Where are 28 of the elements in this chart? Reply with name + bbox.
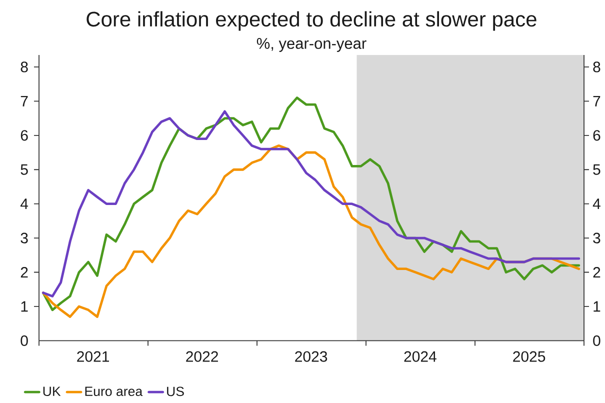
y2-tick-label: 8 xyxy=(593,62,600,72)
y2-tick-label: 1 xyxy=(594,301,600,312)
y-tick-label: 5 xyxy=(20,164,28,175)
y-tick-label: 4 xyxy=(20,198,28,209)
chart-title: Core inflation expected to decline at slower pace xyxy=(86,11,536,31)
legend-label: US xyxy=(167,386,184,396)
x-tick-label: 2021 xyxy=(77,351,109,362)
y2-tick-label: 6 xyxy=(593,130,600,141)
y2-tick-label: 5 xyxy=(593,164,600,175)
y-tick-label: 8 xyxy=(20,62,28,72)
y2-tick-label: 7 xyxy=(593,96,600,106)
y2-tick-label: 2 xyxy=(593,267,600,278)
y-tick-label: 2 xyxy=(20,267,28,278)
chart-subtitle: %, year-on-year xyxy=(256,38,366,52)
x-tick-label: 2022 xyxy=(186,351,218,362)
y2-tick-label: 0 xyxy=(593,335,600,346)
x-tick-label: 2024 xyxy=(404,351,436,362)
y-tick-label: 7 xyxy=(20,96,28,106)
legend-label: UK xyxy=(43,386,61,396)
x-tick-label: 2023 xyxy=(295,351,328,362)
y2-tick-label: 3 xyxy=(593,232,600,244)
y-tick-label: 1 xyxy=(21,301,28,312)
y2-tick-label: 4 xyxy=(592,198,600,209)
y-tick-label: 3 xyxy=(20,232,28,244)
legend-label: Euro area xyxy=(85,386,143,396)
x-tick-label: 2025 xyxy=(513,351,546,362)
y-tick-label: 0 xyxy=(20,335,28,346)
y-tick-label: 6 xyxy=(20,130,28,141)
